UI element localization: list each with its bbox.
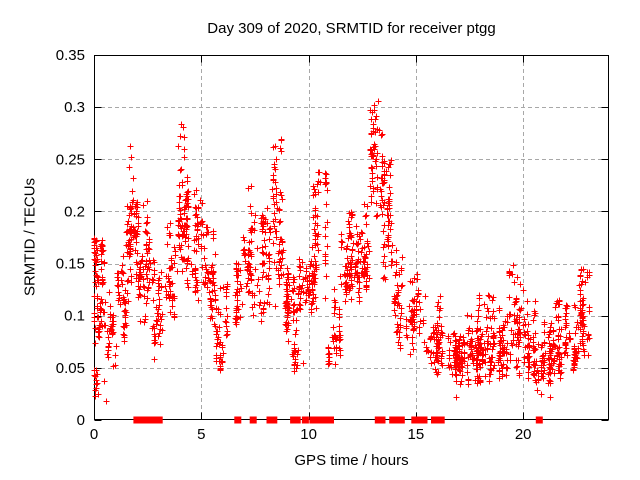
y-tick-label: 0 xyxy=(77,412,85,429)
x-tick-label: 15 xyxy=(408,426,425,443)
data-points xyxy=(91,98,593,405)
y-tick-label: 0.2 xyxy=(64,203,85,220)
x-tick-label: 20 xyxy=(515,426,532,443)
x-axis-label: GPS time / hours xyxy=(294,452,409,469)
y-tick-label: 0.3 xyxy=(64,99,85,116)
y-tick-label: 0.35 xyxy=(56,47,85,64)
x-tick-label: 5 xyxy=(197,426,205,443)
y-tick-label: 0.05 xyxy=(56,360,85,377)
chart-title: Day 309 of 2020, SRMTID for receiver ptg… xyxy=(207,20,496,37)
x-tick-label: 10 xyxy=(300,426,317,443)
y-tick-label: 0.25 xyxy=(56,151,85,168)
y-tick-label: 0.15 xyxy=(56,256,85,273)
y-tick-label: 0.1 xyxy=(64,308,85,325)
x-tick-label: 0 xyxy=(90,426,98,443)
zero-run-markers xyxy=(133,416,543,424)
